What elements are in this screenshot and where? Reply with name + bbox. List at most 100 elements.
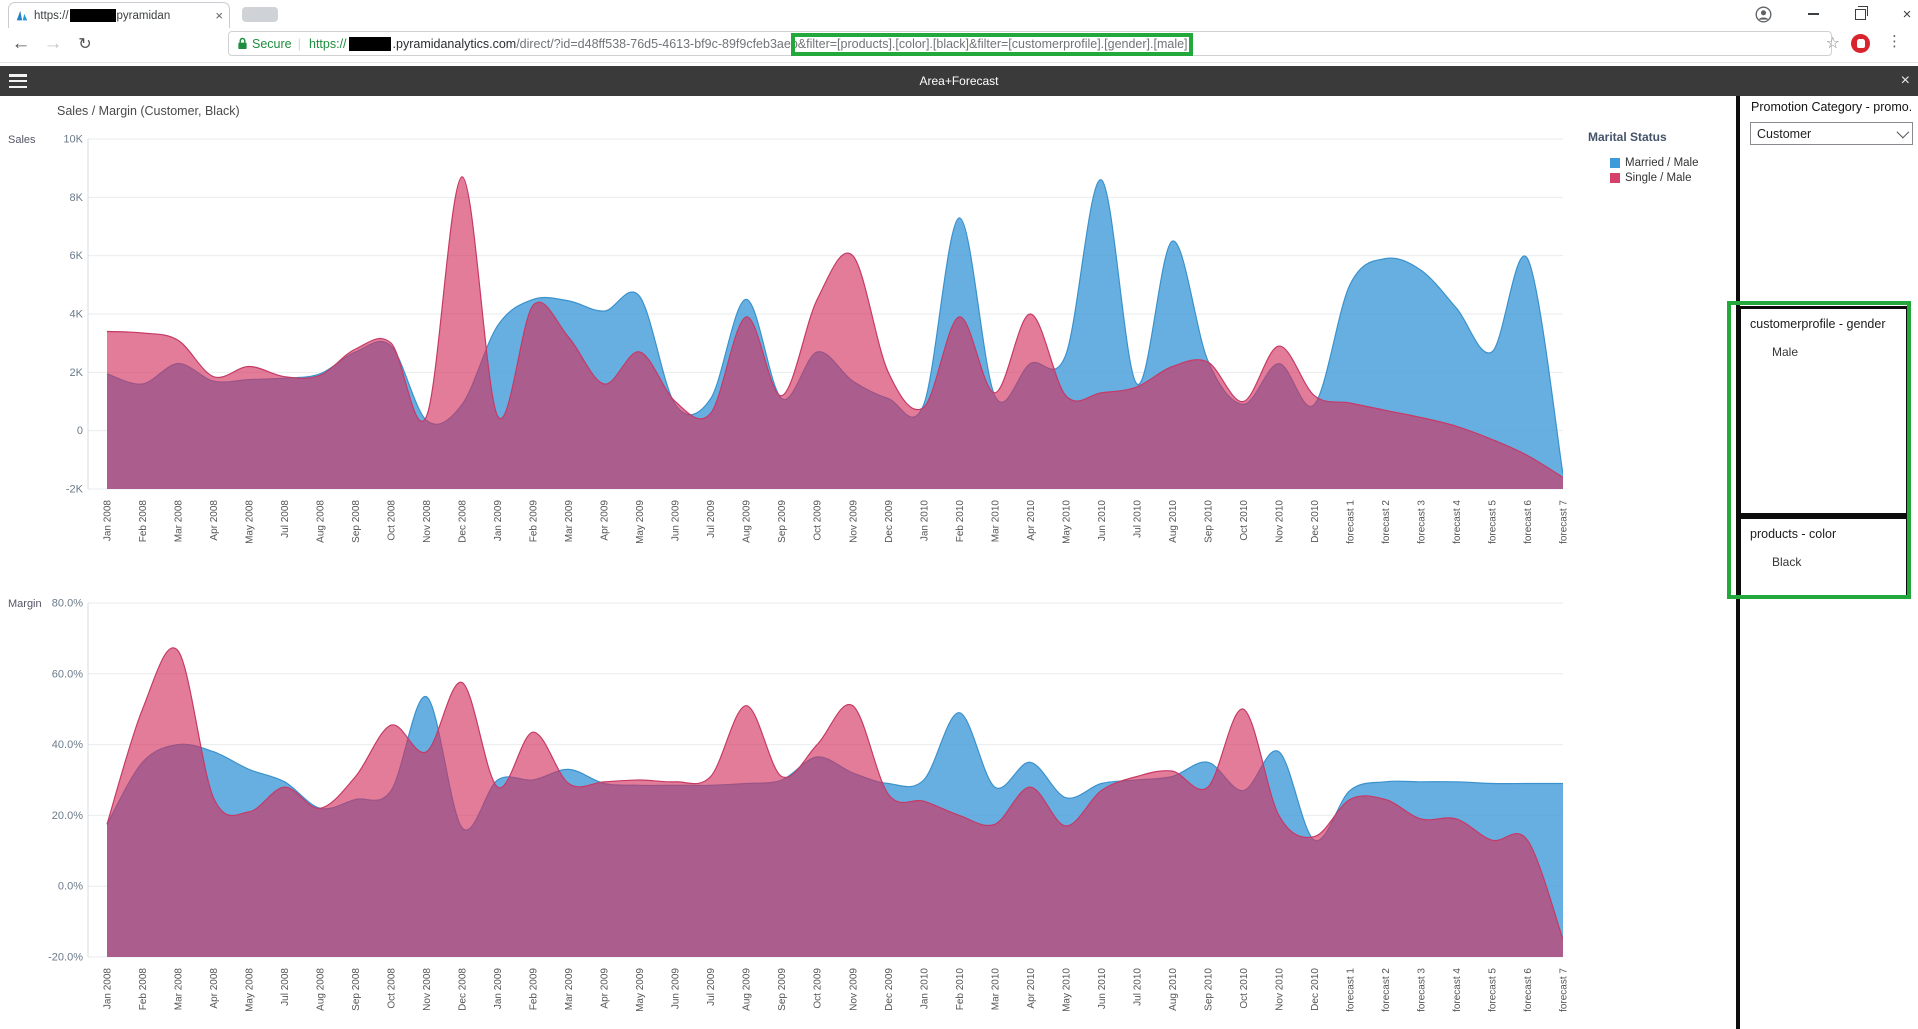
svg-text:0.0%: 0.0% [58,881,83,893]
svg-text:40.0%: 40.0% [52,739,83,751]
svg-text:forecast 6: forecast 6 [1523,968,1534,1012]
browser-tab[interactable]: https://pyramidan × [8,2,230,28]
svg-text:Sep 2009: Sep 2009 [777,968,788,1011]
legend-label: Single / Male [1625,172,1692,184]
forward-button[interactable]: → [43,33,63,54]
svg-text:Aug 2009: Aug 2009 [742,500,753,543]
browser-menu-icon[interactable]: ⋮ [1887,33,1902,50]
svg-text:Jul 2009: Jul 2009 [706,968,717,1006]
svg-text:Jul 2010: Jul 2010 [1132,968,1143,1006]
filter-title: customerprofile - gender [1750,317,1886,331]
app-header: Area+Forecast × [0,66,1918,96]
tab-strip: https://pyramidan × × [0,0,1918,28]
svg-text:6K: 6K [70,250,84,262]
filter-title: products - color [1750,527,1837,541]
promotion-category-dropdown[interactable]: Customer [1750,122,1913,145]
refresh-button[interactable]: ↻ [78,36,92,53]
svg-text:Nov 2008: Nov 2008 [422,968,433,1011]
svg-text:4K: 4K [70,309,84,321]
svg-text:Jul 2008: Jul 2008 [280,500,291,538]
charts-canvas[interactable]: 10K 8K 6K 4K 2K 0 -2K Sales Jan 2008 Feb 2008 Mar … [0,96,1740,1029]
svg-text:forecast 7: forecast 7 [1559,968,1570,1012]
svg-text:Dec 2010: Dec 2010 [1310,968,1321,1011]
svg-text:Feb 2009: Feb 2009 [529,968,540,1011]
address-bar[interactable]: Secure | https:// .pyramidanalytics.com/d… [228,31,1832,56]
pyramid-favicon [16,10,28,20]
svg-text:Jan 2009: Jan 2009 [493,500,504,542]
svg-text:Aug 2009: Aug 2009 [742,968,753,1011]
filter-value-male[interactable]: Male [1772,345,1799,359]
svg-text:forecast 1: forecast 1 [1345,968,1356,1012]
dropdown-value: Customer [1757,126,1812,141]
filter-value-black[interactable]: Black [1772,555,1802,569]
svg-text:Nov 2009: Nov 2009 [848,968,859,1011]
svg-text:Sep 2008: Sep 2008 [351,500,362,543]
svg-text:Mar 2010: Mar 2010 [990,500,1001,543]
svg-text:May 2008: May 2008 [245,500,256,544]
svg-text:Jun 2010: Jun 2010 [1097,500,1108,542]
app-close-icon[interactable]: × [1900,72,1910,89]
filter-box-products-color: products - color Black [1738,516,1909,598]
legend-item-married-male[interactable]: Married / Male [1610,157,1733,169]
svg-text:Mar 2008: Mar 2008 [174,968,185,1011]
bookmark-star-icon[interactable]: ☆ [1825,35,1840,52]
svg-text:forecast 5: forecast 5 [1488,968,1499,1012]
back-button[interactable]: ← [11,33,31,54]
svg-text:Nov 2010: Nov 2010 [1274,968,1285,1011]
svg-text:Feb 2010: Feb 2010 [955,968,966,1011]
svg-text:Nov 2010: Nov 2010 [1274,500,1285,543]
tab-close-icon[interactable]: × [215,8,223,23]
svg-text:Aug 2010: Aug 2010 [1168,968,1179,1011]
svg-text:Jul 2008: Jul 2008 [280,968,291,1006]
chart-legend: Marital Status Married / Male Single / M… [1588,130,1733,187]
window-restore-button[interactable] [1845,3,1875,25]
svg-text:Jan 2010: Jan 2010 [919,500,930,542]
chevron-down-icon [1896,125,1910,139]
legend-label: Married / Male [1625,157,1699,169]
svg-text:Mar 2008: Mar 2008 [174,500,185,543]
new-tab-stub[interactable] [242,7,278,22]
svg-text:-20.0%: -20.0% [48,952,83,964]
svg-text:Aug 2008: Aug 2008 [316,968,327,1011]
secure-lock-icon [238,37,247,49]
svg-text:forecast 4: forecast 4 [1452,500,1463,544]
hand-glyph [1856,39,1865,48]
svg-text:Jan 2009: Jan 2009 [493,968,504,1010]
svg-text:Apr 2010: Apr 2010 [1026,968,1037,1009]
svg-text:80.0%: 80.0% [52,598,83,610]
legend-swatch-blue [1610,158,1620,168]
svg-text:Sep 2009: Sep 2009 [777,500,788,543]
svg-text:forecast 6: forecast 6 [1523,500,1534,544]
svg-text:Apr 2008: Apr 2008 [209,500,220,541]
svg-text:60.0%: 60.0% [52,668,83,680]
profile-icon[interactable] [1748,3,1778,25]
svg-text:Dec 2009: Dec 2009 [884,500,895,543]
svg-text:May 2009: May 2009 [635,500,646,544]
redaction-box [69,9,116,22]
margin-chart: 80.0% 60.0% 40.0% 20.0% 0.0% -20.0% Margin Jan … [8,598,1570,1012]
svg-text:Feb 2009: Feb 2009 [529,500,540,543]
svg-text:Apr 2009: Apr 2009 [600,968,611,1009]
svg-text:Aug 2008: Aug 2008 [316,500,327,543]
extension-hand-icon[interactable] [1851,34,1870,53]
svg-text:Apr 2010: Apr 2010 [1026,500,1037,541]
svg-text:May 2010: May 2010 [1061,500,1072,544]
window-minimize-button[interactable] [1798,3,1828,25]
legend-item-single-male[interactable]: Single / Male [1610,172,1733,184]
svg-text:Sales: Sales [8,134,36,146]
window-close-button[interactable]: × [1902,5,1912,23]
svg-text:Aug 2010: Aug 2010 [1168,500,1179,543]
filter-box-customerprofile-gender: customerprofile - gender Male [1738,306,1909,516]
svg-text:Oct 2008: Oct 2008 [387,500,398,541]
svg-text:Dec 2010: Dec 2010 [1310,500,1321,543]
sales-chart: 10K 8K 6K 4K 2K 0 -2K Sales Jan 2008 Feb 2008 Mar … [8,134,1570,544]
svg-text:2K: 2K [70,367,84,379]
hamburger-menu-icon[interactable] [9,74,27,88]
area-single-male [107,647,1563,957]
svg-text:10K: 10K [63,134,83,146]
svg-text:Oct 2009: Oct 2009 [813,968,824,1009]
legend-swatch-red [1610,173,1620,183]
url-domain: .pyramidanalytics.com [392,36,517,51]
promotion-category-label: Promotion Category - promo... [1751,100,1911,114]
svg-text:forecast 1: forecast 1 [1345,500,1356,544]
